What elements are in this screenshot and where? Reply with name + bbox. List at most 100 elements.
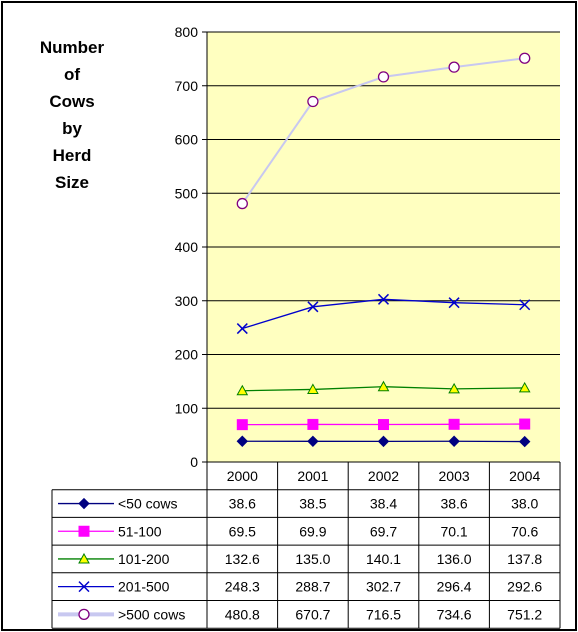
data-cell: 716.5 [366,606,401,622]
marker-triangle [236,384,249,396]
marker-x [78,581,90,593]
marker-circle [519,52,531,64]
category-label: 2003 [439,468,470,484]
marker-square [236,419,248,431]
y-tick-label: 800 [175,24,199,40]
data-cell: 69.7 [370,523,397,539]
data-cell: 69.5 [229,523,256,539]
marker-triangle [78,552,90,564]
marker-circle [236,197,248,210]
marker-diamond [377,435,390,448]
y-tick-label: 500 [175,185,199,201]
data-cell: 135.0 [295,551,330,567]
legend-label: 51-100 [118,523,162,539]
legend-label: <50 cows [118,496,178,512]
y-axis-title: Number of Cows by Herd Size [40,38,105,192]
marker-x-stroke [236,323,248,335]
legend-key [58,552,114,564]
marker-square [78,525,90,537]
data-cell: 70.6 [511,523,538,539]
marker-square [378,419,389,431]
legend-label: >500 cows [118,606,185,622]
data-cell: 69.9 [299,523,326,539]
data-cell: 38.4 [370,496,397,512]
y-tick-label: 400 [175,239,199,255]
y-tick-label: 300 [175,293,199,309]
marker-x [377,293,390,305]
category-label: 2004 [509,468,540,484]
data-cell: 137.8 [507,551,542,567]
data-cell: 38.6 [229,496,256,512]
marker-x-stroke [78,581,90,593]
marker-circle [78,608,90,620]
series-1 [236,418,531,431]
marker-x-stroke [307,301,319,313]
y-axis-title-line: Herd [53,146,92,165]
y-axis: 0 100 200 300 400 500 600 700 800 [175,24,208,470]
data-cell: 140.1 [366,551,401,567]
marker-diamond [518,435,531,448]
y-axis-title-line: of [64,65,80,84]
data-cell: 302.7 [366,579,401,595]
y-axis-title-line: Cows [49,92,94,111]
marker-x [519,299,531,311]
data-cell: 38.0 [511,496,538,512]
marker-square [448,418,460,430]
y-tick-label: 0 [190,454,198,470]
legend-label: 201-500 [118,579,170,595]
data-cell: 248.3 [225,579,260,595]
data-table: 2000 2001 2002 2003 2004 <50 cows 38.6 38.5 38.4… [51,461,561,629]
data-cell: 288.7 [295,579,330,595]
category-label: 2000 [227,468,258,484]
marker-triangle [307,383,319,394]
y-tick-label: 200 [175,347,199,363]
legend-label: 101-200 [118,551,170,567]
marker-x [236,323,248,335]
marker-diamond [448,435,460,447]
data-cell: 734.6 [437,606,472,622]
y-tick-label: 100 [175,400,199,416]
data-cell: 38.5 [299,496,326,512]
category-label: 2002 [368,468,399,484]
data-cell: 70.1 [440,523,467,539]
marker-circle [307,95,319,108]
marker-square [519,418,531,430]
series-4 [236,52,531,210]
y-axis-title-line: Size [55,173,89,192]
y-tick-label: 700 [175,78,199,94]
data-cell: 296.4 [437,579,472,595]
gridlines [207,31,560,409]
marker-triangle [377,380,390,392]
category-label: 2001 [297,468,328,484]
marker-x [448,297,460,309]
legend-key [58,608,114,620]
y-axis-title-line: Number [40,38,105,57]
series-0 [236,435,531,448]
legend-key [58,525,114,537]
y-tick-label: 600 [175,132,199,148]
marker-circle [448,61,460,73]
series-lines [236,52,531,448]
marker-triangle [518,381,531,393]
marker-x-stroke [448,297,460,309]
data-cell: 136.0 [437,551,472,567]
series-3 [236,293,531,335]
series-2 [236,380,531,396]
data-cell: 132.6 [225,551,260,567]
legend-key [58,497,114,510]
marker-triangle [448,382,460,394]
marker-x-stroke [519,299,531,311]
marker-diamond [236,435,249,447]
marker-x-stroke [377,293,390,305]
data-cell: 751.2 [507,606,542,622]
y-axis-title-line: by [62,119,82,138]
marker-square [307,418,319,430]
data-cell: 670.7 [295,606,330,622]
legend-key [58,581,114,593]
data-cell: 38.6 [440,496,467,512]
marker-x [307,301,319,313]
data-cell: 292.6 [507,579,542,595]
marker-diamond [307,435,319,448]
